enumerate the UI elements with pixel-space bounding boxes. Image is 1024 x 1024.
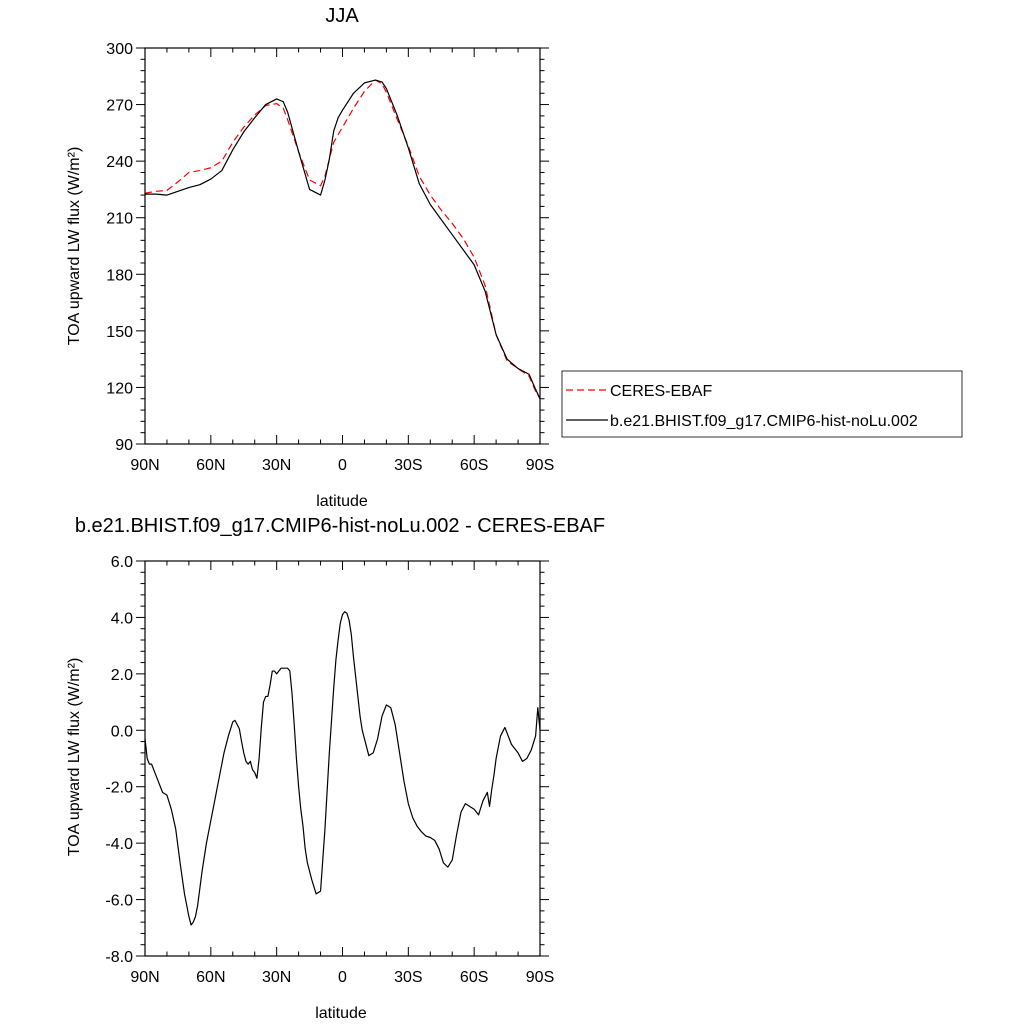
legend-label-model: b.e21.BHIST.f09_g17.CMIP6-hist-noLu.002: [610, 413, 918, 430]
top-x-tick-label: 0: [338, 457, 347, 474]
top-x-tick-label: 60S: [460, 457, 488, 474]
top-y-tick-label: 210: [106, 211, 133, 228]
bottom-y-tick-label: 0.0: [111, 723, 133, 740]
top-y-tick-label: 90: [115, 437, 133, 454]
bottom-y-tick-label: -6.0: [105, 893, 133, 910]
bottom-chart-marks: [144, 611, 541, 926]
bottom-x-tick-label: 60N: [196, 969, 225, 986]
bottom-chart-frame: [144, 560, 541, 957]
bottom-y-tick-label: -4.0: [105, 836, 133, 853]
bottom-x-tick-label: 30N: [262, 969, 291, 986]
bottom-y-tick-label: 2.0: [111, 667, 133, 684]
top-series-line-1: [145, 79, 541, 399]
top-x-tick-label: 90S: [526, 457, 554, 474]
bottom-y-tick-label: -2.0: [105, 780, 133, 797]
top-chart-ticks: 90N 60N 30N 0 30S 60S 90S 90 120 150 180 210 240 270 3…: [106, 41, 554, 474]
top-chart: JJA 90N 60N 30N 0 30S 60S 90S 90 120 150 180 210 240…: [66, 5, 554, 510]
bottom-x-tick-label: 30S: [394, 969, 422, 986]
top-series-line-0: [144, 79, 541, 400]
top-y-tick-label: 270: [106, 98, 133, 115]
bottom-y-tick-label: 6.0: [111, 554, 133, 571]
bottom-chart-title: b.e21.BHIST.f09_g17.CMIP6-hist-noLu.002 …: [75, 515, 605, 537]
bottom-chart-xlabel: latitude: [315, 1005, 367, 1022]
bottom-chart: b.e21.BHIST.f09_g17.CMIP6-hist-noLu.002 …: [66, 515, 605, 1022]
top-chart-marks: [144, 79, 541, 400]
bottom-x-tick-label: 90S: [526, 969, 554, 986]
top-y-tick-label: 300: [106, 41, 133, 58]
top-chart-xlabel: latitude: [316, 493, 368, 510]
bottom-chart-ylabel: TOA upward LW flux (W/m²): [66, 658, 83, 857]
bottom-x-tick-label: 90N: [130, 969, 159, 986]
top-x-tick-label: 60N: [196, 457, 225, 474]
bottom-y-tick-label: 4.0: [111, 610, 133, 627]
top-chart-ylabel: TOA upward LW flux (W/m²): [66, 147, 83, 346]
bottom-chart-ticks: 90N 60N 30N 0 30S 60S 90S -8.0 -6.0 -4.0 -2.0 0.0 2.…: [105, 554, 554, 986]
top-y-tick-label: 240: [106, 154, 133, 171]
bottom-x-tick-label: 0: [338, 969, 347, 986]
top-y-tick-label: 180: [106, 267, 133, 284]
bottom-series-line-0: [144, 611, 541, 926]
legend-box: [561, 370, 963, 438]
top-x-tick-label: 30N: [262, 457, 291, 474]
top-chart-title: JJA: [325, 5, 359, 27]
top-x-tick-label: 90N: [130, 457, 159, 474]
legend-label-ceres: CERES-EBAF: [610, 383, 712, 400]
bottom-y-tick-label: -8.0: [105, 949, 133, 966]
legend: CERES-EBAF b.e21.BHIST.f09_g17.CMIP6-his…: [561, 370, 963, 438]
top-x-tick-label: 30S: [394, 457, 422, 474]
top-y-tick-label: 150: [106, 324, 133, 341]
bottom-x-tick-label: 60S: [460, 969, 488, 986]
top-chart-frame: [144, 47, 541, 445]
top-y-tick-label: 120: [106, 380, 133, 397]
